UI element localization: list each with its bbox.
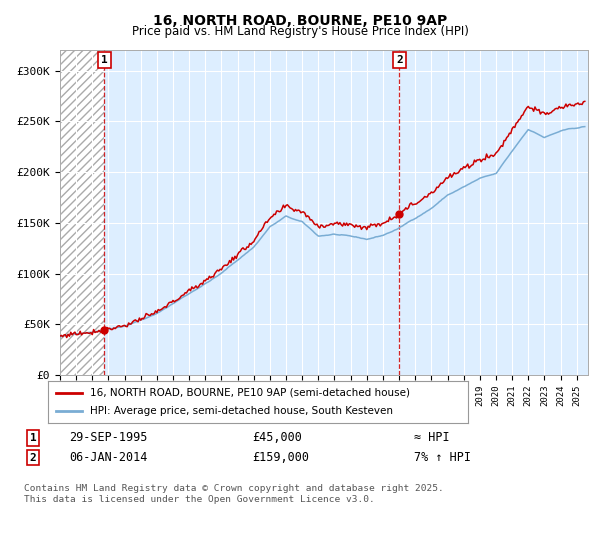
Text: 06-JAN-2014: 06-JAN-2014 (69, 451, 148, 464)
Text: Contains HM Land Registry data © Crown copyright and database right 2025.
This d: Contains HM Land Registry data © Crown c… (24, 484, 444, 504)
Bar (60, 50, 104, 375)
Text: 29-SEP-1995: 29-SEP-1995 (69, 431, 148, 445)
Text: Price paid vs. HM Land Registry's House Price Index (HPI): Price paid vs. HM Land Registry's House … (131, 25, 469, 38)
Text: £45,000: £45,000 (252, 431, 302, 445)
Text: 2: 2 (396, 55, 403, 66)
Text: 1: 1 (101, 55, 108, 66)
Text: 7% ↑ HPI: 7% ↑ HPI (414, 451, 471, 464)
Text: 16, NORTH ROAD, BOURNE, PE10 9AP: 16, NORTH ROAD, BOURNE, PE10 9AP (153, 14, 447, 28)
Text: 1: 1 (29, 433, 37, 443)
Text: £159,000: £159,000 (252, 451, 309, 464)
Text: 2: 2 (29, 452, 37, 463)
Text: ≈ HPI: ≈ HPI (414, 431, 449, 445)
Text: HPI: Average price, semi-detached house, South Kesteven: HPI: Average price, semi-detached house,… (90, 406, 393, 416)
Text: 16, NORTH ROAD, BOURNE, PE10 9AP (semi-detached house): 16, NORTH ROAD, BOURNE, PE10 9AP (semi-d… (90, 388, 410, 398)
